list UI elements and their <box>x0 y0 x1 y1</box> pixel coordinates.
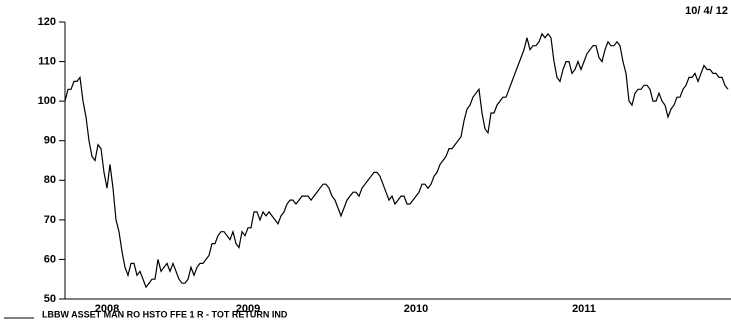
legend-label: LBBW ASSET MAN RO HSTO FFE 1 R - TOT RET… <box>42 309 288 319</box>
x-tick-label: 2008 <box>95 303 119 315</box>
y-tick-label: 50 <box>44 293 56 305</box>
y-tick-label: 90 <box>44 135 56 147</box>
x-tick-label: 2010 <box>404 303 428 315</box>
y-tick-label: 80 <box>44 174 56 186</box>
line-series <box>64 32 729 289</box>
y-tick-label: 120 <box>38 16 56 28</box>
y-tick-label: 60 <box>44 253 56 265</box>
x-tick-label: 2011 <box>572 303 596 315</box>
chart-date: 10/ 4/ 12 <box>685 5 728 17</box>
x-tick-label: 2009 <box>236 303 260 315</box>
y-tick-label: 110 <box>38 55 56 67</box>
y-tick-label: 100 <box>38 95 56 107</box>
y-tick-label: 70 <box>44 214 56 226</box>
